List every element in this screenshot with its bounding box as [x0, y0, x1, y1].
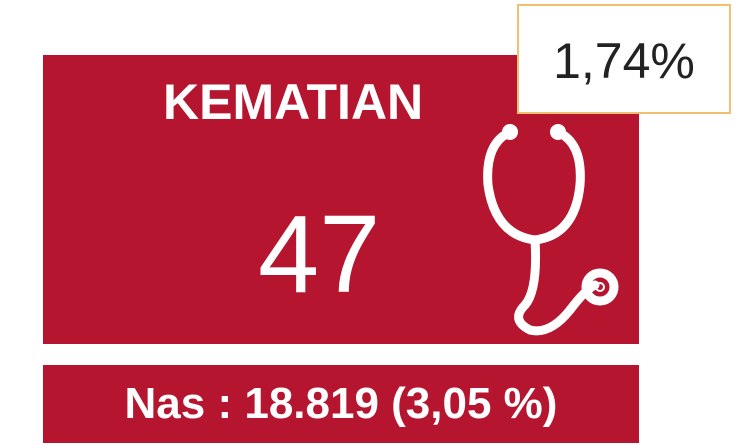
- percent-badge: 1,74%: [517, 4, 731, 114]
- card-value: 47: [258, 193, 381, 316]
- stethoscope-icon: [483, 124, 619, 336]
- national-summary: Nas : 18.819 (3,05 %): [43, 365, 639, 443]
- card-title: KEMATIAN: [163, 74, 424, 130]
